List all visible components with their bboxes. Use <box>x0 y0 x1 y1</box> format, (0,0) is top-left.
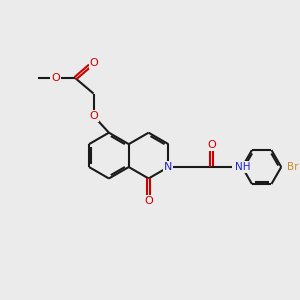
Text: N: N <box>164 162 172 172</box>
Text: Br: Br <box>287 162 299 172</box>
Text: O: O <box>144 196 153 206</box>
Text: O: O <box>90 58 98 68</box>
Text: O: O <box>207 140 216 150</box>
Text: NH: NH <box>235 162 250 172</box>
Text: O: O <box>89 111 98 121</box>
Text: O: O <box>51 73 60 83</box>
